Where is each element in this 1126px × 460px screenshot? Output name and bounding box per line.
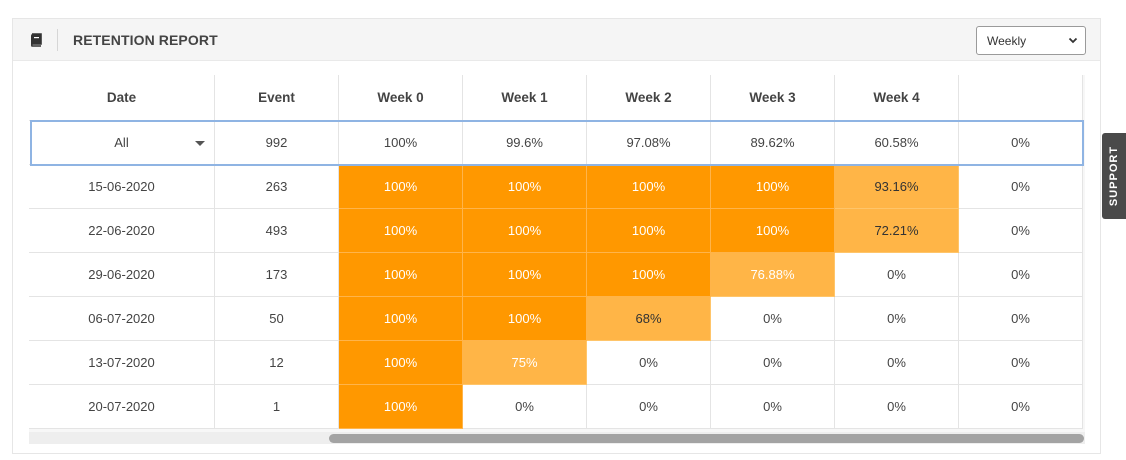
- retention-cell: 100%: [463, 297, 587, 341]
- cohort-date: 29-06-2020: [29, 253, 215, 297]
- column-header[interactable]: Week 1: [463, 75, 587, 121]
- support-tab-label: SUPPORT: [1108, 145, 1120, 207]
- cohort-date: 20-07-2020: [29, 385, 215, 429]
- column-header[interactable]: Event: [215, 75, 339, 121]
- retention-cell: 0%: [587, 385, 711, 429]
- retention-cell: 100%: [463, 165, 587, 209]
- retention-cell: 0%: [959, 253, 1083, 297]
- all-retention-cell: 89.62%: [711, 121, 835, 165]
- retention-cell: 72.21%: [835, 209, 959, 253]
- retention-cell: 100%: [339, 385, 463, 429]
- retention-cell: 0%: [587, 341, 711, 385]
- retention-cell: 0%: [959, 341, 1083, 385]
- cohort-event-count: 1: [215, 385, 339, 429]
- cohort-event-count: 263: [215, 165, 339, 209]
- header-divider: [57, 29, 58, 51]
- retention-cell: 0%: [711, 385, 835, 429]
- retention-cell: 76.88%: [711, 253, 835, 297]
- column-header[interactable]: Week 4: [835, 75, 959, 121]
- all-retention-cell: 99.6%: [463, 121, 587, 165]
- retention-cell: 0%: [463, 385, 587, 429]
- cohort-date: 06-07-2020: [29, 297, 215, 341]
- retention-cell: 75%: [463, 341, 587, 385]
- date-filter-dropdown[interactable]: All: [29, 121, 215, 165]
- retention-cell: 0%: [959, 165, 1083, 209]
- retention-cell: 100%: [339, 209, 463, 253]
- retention-cell: 100%: [339, 297, 463, 341]
- retention-cell: 100%: [711, 165, 835, 209]
- date-filter-value: All: [114, 135, 129, 150]
- all-retention-cell: 0%: [959, 121, 1083, 165]
- all-retention-cell: 100%: [339, 121, 463, 165]
- column-header[interactable]: Date: [29, 75, 215, 121]
- horizontal-scrollbar[interactable]: [29, 432, 1085, 444]
- retention-cell: 100%: [463, 253, 587, 297]
- retention-cell: 0%: [835, 297, 959, 341]
- retention-cell: 68%: [587, 297, 711, 341]
- cohort-date: 22-06-2020: [29, 209, 215, 253]
- column-header[interactable]: Week 3: [711, 75, 835, 121]
- column-header: [959, 75, 1083, 121]
- retention-cell: 100%: [339, 165, 463, 209]
- cohort-event-count: 12: [215, 341, 339, 385]
- retention-cell: 0%: [835, 341, 959, 385]
- retention-cell: 0%: [835, 385, 959, 429]
- retention-cell: 0%: [711, 341, 835, 385]
- retention-cell: 100%: [587, 253, 711, 297]
- column-header[interactable]: Week 2: [587, 75, 711, 121]
- panel-title: RETENTION REPORT: [73, 32, 218, 48]
- retention-cell: 100%: [587, 165, 711, 209]
- retention-cell: 0%: [711, 297, 835, 341]
- support-tab[interactable]: SUPPORT: [1102, 133, 1126, 219]
- retention-cell: 100%: [463, 209, 587, 253]
- period-select[interactable]: Weekly: [976, 26, 1086, 55]
- chevron-down-icon: [1068, 37, 1078, 44]
- all-event-count: 992: [215, 121, 339, 165]
- retention-cell: 0%: [959, 385, 1083, 429]
- retention-cell: 0%: [835, 253, 959, 297]
- caret-down-icon: [195, 141, 205, 146]
- retention-cell: 0%: [959, 297, 1083, 341]
- retention-cell: 0%: [959, 209, 1083, 253]
- all-retention-cell: 60.58%: [835, 121, 959, 165]
- cohort-date: 15-06-2020: [29, 165, 215, 209]
- period-select-value: Weekly: [987, 34, 1027, 48]
- cohort-date: 13-07-2020: [29, 341, 215, 385]
- book-icon: [30, 33, 42, 47]
- all-retention-cell: 97.08%: [587, 121, 711, 165]
- retention-cell: 100%: [339, 253, 463, 297]
- cohort-event-count: 173: [215, 253, 339, 297]
- column-header[interactable]: Week 0: [339, 75, 463, 121]
- retention-cell: 100%: [711, 209, 835, 253]
- retention-cell: 93.16%: [835, 165, 959, 209]
- retention-cell: 100%: [339, 341, 463, 385]
- cohort-event-count: 50: [215, 297, 339, 341]
- panel-header: RETENTION REPORT Weekly: [13, 19, 1100, 61]
- retention-table: Date Event Week 0 Week 1 Week 2 Week 3 Week 4 A…: [29, 75, 1085, 432]
- cohort-event-count: 493: [215, 209, 339, 253]
- retention-cell: 100%: [587, 209, 711, 253]
- horizontal-scrollbar-thumb[interactable]: [329, 434, 1084, 443]
